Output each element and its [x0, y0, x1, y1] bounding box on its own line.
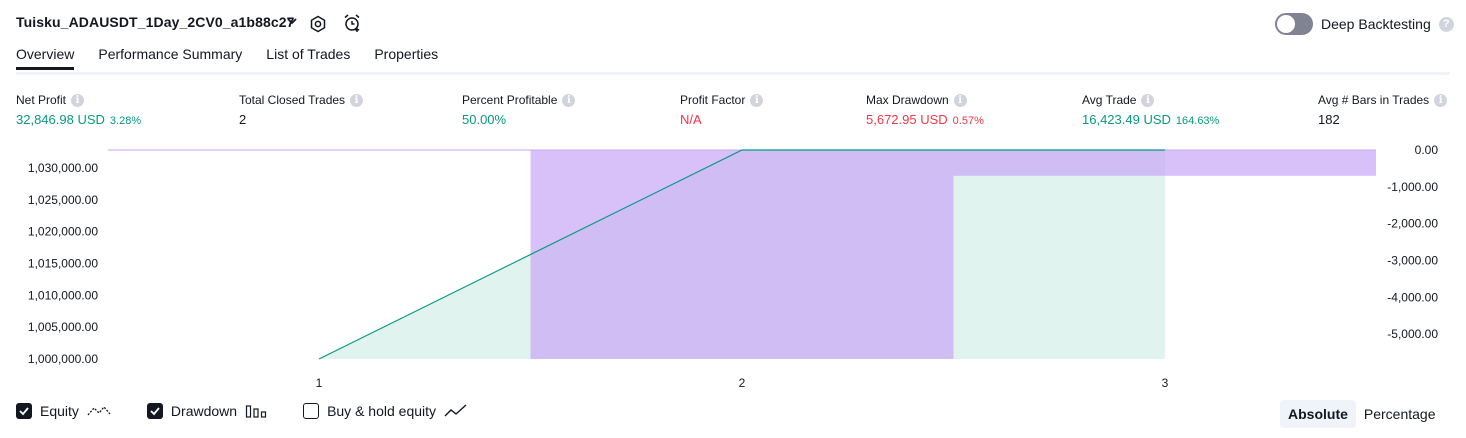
metric-profit-factor: Profit Factor i N/A	[680, 93, 764, 127]
info-icon[interactable]: i	[71, 93, 85, 107]
info-icon[interactable]: i	[1434, 93, 1448, 107]
metric-avg-trade: Avg Trade i 16,423.49 USD 164.63%	[1082, 93, 1219, 127]
metric-max-drawdown: Max Drawdown i 5,672.95 USD 0.57%	[866, 93, 984, 127]
tab-properties[interactable]: Properties	[374, 46, 439, 62]
view-mode-toggle: Absolute Percentage	[1280, 400, 1444, 428]
settings-icon[interactable]	[309, 15, 327, 33]
right-axis-tick: -1,000.00	[1387, 180, 1438, 194]
left-axis-tick: 1,005,000.00	[28, 320, 98, 334]
metric-label: Percent Profitable	[462, 93, 558, 107]
metric-value: 16,423.49 USD	[1082, 112, 1171, 127]
info-icon[interactable]: i	[953, 93, 967, 107]
info-icon[interactable]: i	[350, 93, 364, 107]
percentage-button[interactable]: Percentage	[1363, 406, 1436, 422]
left-axis-tick: 1,025,000.00	[28, 193, 98, 207]
check-icon	[19, 407, 29, 416]
metric-label: Net Profit	[16, 93, 67, 107]
metric-total-closed-trades: Total Closed Trades i 2	[239, 93, 364, 127]
left-axis-tick: 1,015,000.00	[28, 257, 98, 271]
equity-checkbox[interactable]	[16, 403, 32, 419]
left-axis-tick: 1,000,000.00	[28, 352, 98, 366]
tabs-divider	[16, 72, 1450, 75]
add-alert-icon[interactable]	[342, 13, 362, 33]
tab-list-of-trades[interactable]: List of Trades	[266, 46, 351, 62]
chevron-down-icon[interactable]	[286, 15, 298, 27]
equity-line-icon	[87, 405, 111, 416]
legend-buy-hold-equity[interactable]: Buy & hold equity	[303, 403, 468, 419]
left-axis-tick: 1,010,000.00	[28, 288, 98, 302]
x-axis-tick: 3	[1162, 376, 1169, 390]
report-tabs: Overview Performance Summary List of Tra…	[16, 46, 438, 70]
chart-legend: Equity Drawdown Buy & hold equity	[16, 403, 504, 419]
metric-value: N/A	[680, 112, 702, 127]
right-axis-tick: -2,000.00	[1387, 217, 1438, 231]
metric-value: 32,846.98 USD	[16, 112, 105, 127]
buy-hold-checkbox[interactable]	[303, 403, 320, 419]
left-axis-tick: 1,020,000.00	[28, 225, 98, 239]
drawdown-bar-1	[530, 150, 954, 359]
tab-performance-summary[interactable]: Performance Summary	[98, 46, 243, 62]
equity-line	[318, 149, 1165, 360]
info-icon[interactable]: i	[562, 93, 576, 107]
metric-value: 182	[1318, 112, 1340, 127]
absolute-button[interactable]: Absolute	[1280, 400, 1356, 428]
right-axis-tick: -5,000.00	[1387, 327, 1438, 341]
metric-label: Max Drawdown	[866, 93, 949, 107]
legend-label: Buy & hold equity	[327, 403, 437, 419]
metric-percent-profitable: Percent Profitable i 50.00%	[462, 93, 576, 127]
metric-value: 5,672.95 USD	[866, 112, 948, 127]
metric-label: Total Closed Trades	[239, 93, 346, 107]
metric-value: 50.00%	[462, 112, 507, 127]
x-axis-tick: 1	[316, 376, 323, 390]
info-icon[interactable]: i	[1141, 93, 1155, 107]
metric-label: Avg Trade	[1082, 93, 1137, 107]
drawdown-bar-2	[953, 150, 1376, 176]
metric-label: Profit Factor	[680, 93, 746, 107]
metric-avg-bars-in-trades: Avg # Bars in Trades i 182	[1318, 93, 1448, 127]
legend-equity[interactable]: Equity	[16, 403, 111, 419]
buy-hold-line-icon	[444, 404, 467, 417]
right-axis-tick: -4,000.00	[1387, 290, 1438, 304]
strategy-name[interactable]: Tuisku_ADAUSDT_1Day_2CV0_a1b88c27	[16, 14, 295, 30]
x-axis-tick: 2	[739, 376, 746, 390]
equity-drawdown-chart: 1,030,000.00 1,025,000.00 1,020,000.00 1,01…	[28, 143, 1439, 390]
tab-overview[interactable]: Overview	[16, 46, 75, 70]
metric-sub: 164.63%	[1175, 115, 1220, 127]
metric-label: Avg # Bars in Trades	[1318, 93, 1430, 107]
metric-value: 2	[239, 112, 247, 127]
metric-net-profit: Net Profit i 32,846.98 USD 3.28%	[16, 93, 141, 127]
metric-sub: 3.28%	[109, 115, 142, 127]
help-icon[interactable]: ?	[1438, 16, 1454, 32]
drawdown-checkbox[interactable]	[146, 403, 163, 419]
deep-backtesting-control: Deep Backtesting ?	[1275, 13, 1454, 35]
check-icon	[150, 407, 160, 416]
right-axis-tick: -3,000.00	[1387, 254, 1438, 268]
legend-label: Equity	[40, 403, 79, 419]
metric-sub: 0.57%	[952, 115, 984, 127]
deep-backtesting-label: Deep Backtesting	[1321, 16, 1431, 32]
right-axis-tick: 0.00	[1415, 143, 1439, 157]
info-icon[interactable]: i	[750, 93, 764, 107]
drawdown-bars-icon	[245, 405, 267, 418]
left-axis-tick: 1,030,000.00	[28, 161, 98, 175]
deep-backtesting-toggle[interactable]	[1275, 13, 1313, 35]
legend-drawdown[interactable]: Drawdown	[146, 403, 267, 419]
legend-label: Drawdown	[170, 403, 238, 419]
